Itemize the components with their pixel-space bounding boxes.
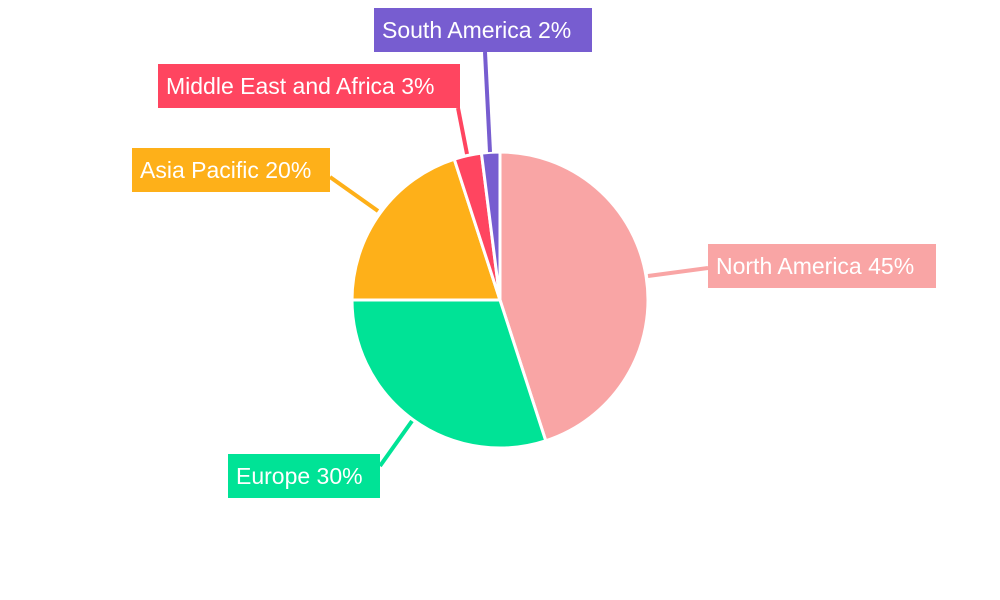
pie-slice-asia-pacific[interactable] bbox=[350, 157, 502, 302]
data-label: Asia Pacific 20% bbox=[132, 148, 330, 192]
pie-slice-europe[interactable] bbox=[350, 298, 548, 450]
leader-line bbox=[483, 51, 492, 153]
leader-line bbox=[378, 419, 414, 468]
pie-slice-south-america[interactable] bbox=[479, 150, 502, 302]
leader-line bbox=[456, 107, 469, 155]
data-label: Middle East and Africa 3% bbox=[158, 64, 460, 108]
data-label: Europe 30% bbox=[228, 454, 380, 498]
leader-line bbox=[647, 266, 709, 278]
data-label: South America 2% bbox=[374, 8, 592, 52]
data-label: North America 45% bbox=[708, 244, 936, 288]
pie-slice-north-america[interactable] bbox=[498, 150, 650, 443]
leader-line bbox=[328, 175, 380, 213]
